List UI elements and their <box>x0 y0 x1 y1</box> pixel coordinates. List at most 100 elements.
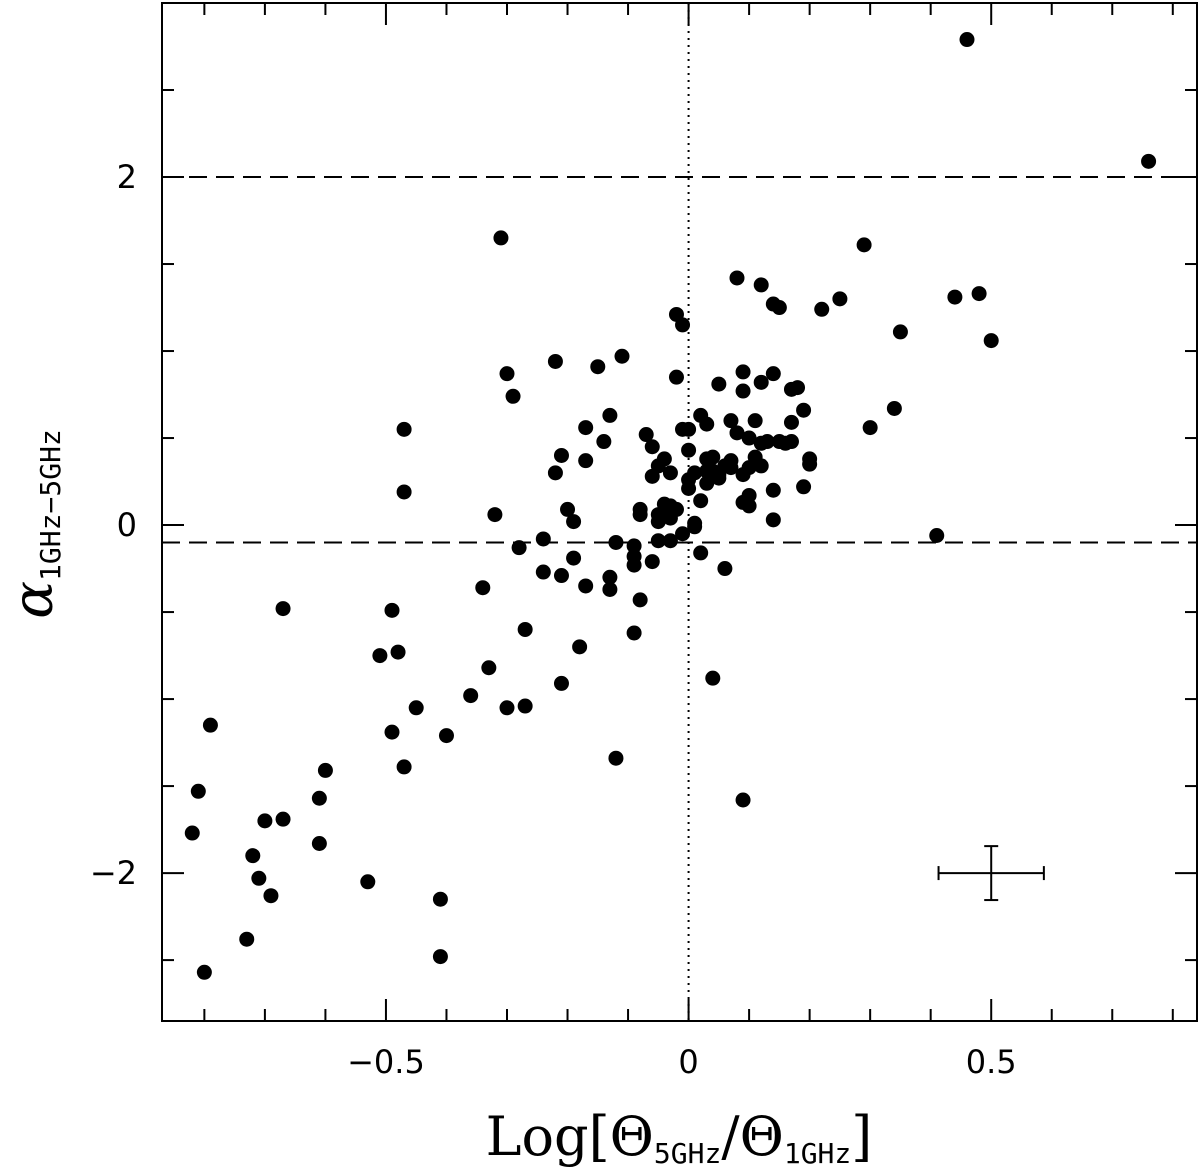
data-point <box>862 420 878 436</box>
data-point <box>578 420 594 436</box>
data-point <box>656 451 672 467</box>
data-point <box>765 366 781 382</box>
data-point <box>553 568 569 584</box>
data-point <box>790 380 806 396</box>
data-point <box>632 592 648 608</box>
data-point <box>753 458 769 474</box>
data-point <box>553 447 569 463</box>
data-point <box>1141 153 1157 169</box>
data-point <box>741 430 757 446</box>
y-axis-label-sub: 1GHz−5GHz <box>34 429 67 581</box>
data-point <box>783 434 799 450</box>
data-point <box>487 507 503 523</box>
data-point <box>705 670 721 686</box>
data-point <box>675 317 691 333</box>
data-point <box>626 538 642 554</box>
data-point <box>644 439 660 455</box>
data-point <box>547 465 563 481</box>
data-point <box>729 425 745 441</box>
data-point <box>753 277 769 293</box>
data-point <box>983 333 999 349</box>
data-point <box>699 475 715 491</box>
data-point <box>463 688 479 704</box>
x-tick-label: −0.5 <box>347 1043 425 1081</box>
data-point <box>475 580 491 596</box>
data-point <box>432 891 448 907</box>
data-point <box>668 369 684 385</box>
data-point <box>735 383 751 399</box>
data-point <box>681 442 697 458</box>
data-point <box>311 790 327 806</box>
data-point <box>602 407 618 423</box>
y-axis-label-alpha: α <box>1 581 66 619</box>
data-point <box>202 717 218 733</box>
data-point <box>626 557 642 573</box>
data-point <box>432 949 448 965</box>
data-point <box>687 465 703 481</box>
data-point <box>723 413 739 429</box>
data-point <box>505 388 521 404</box>
data-point <box>190 783 206 799</box>
reference-lines <box>162 3 1197 1021</box>
data-point <box>535 531 551 547</box>
data-point <box>796 479 812 495</box>
data-point <box>590 359 606 375</box>
data-point <box>741 498 757 514</box>
data-point <box>360 874 376 890</box>
data-point <box>668 501 684 517</box>
data-point <box>650 533 666 549</box>
data-point <box>608 750 624 766</box>
y-axis-label: α1GHz−5GHz <box>1 429 67 619</box>
data-point <box>771 300 787 316</box>
data-point <box>886 400 902 416</box>
data-point <box>384 724 400 740</box>
data-point <box>384 602 400 618</box>
y-tick-label: 0 <box>117 506 137 544</box>
data-point <box>572 639 588 655</box>
data-point <box>687 519 703 535</box>
data-point <box>245 848 261 864</box>
x-axis-label: Log[Θ5GHz/Θ1GHz] <box>486 1105 873 1170</box>
data-point <box>390 644 406 660</box>
data-point <box>711 376 727 392</box>
data-point <box>802 456 818 472</box>
data-point <box>693 493 709 509</box>
data-point <box>493 230 509 246</box>
data-point <box>759 434 775 450</box>
x-axis-label-prefix: Log[ <box>486 1105 610 1168</box>
data-point <box>560 501 576 517</box>
data-point <box>408 700 424 716</box>
data-point <box>638 427 654 443</box>
data-point <box>196 964 212 980</box>
data-point <box>438 728 454 744</box>
data-point <box>396 759 412 775</box>
x-axis-label-theta-2: Θ <box>740 1105 784 1168</box>
data-point <box>699 416 715 432</box>
x-tick-label: 0 <box>678 1043 698 1081</box>
data-point <box>566 514 582 530</box>
data-point <box>735 364 751 380</box>
error-bar <box>937 845 1045 902</box>
data-point <box>662 465 678 481</box>
x-axis-label-sub-1: 5GHz <box>654 1137 721 1170</box>
x-axis-label-sub-2: 1GHz <box>784 1137 851 1170</box>
data-point <box>626 625 642 641</box>
data-points <box>184 32 1157 980</box>
x-axis-label-slash: / <box>721 1105 740 1168</box>
y-tick-label: 2 <box>117 158 137 196</box>
plot-frame <box>161 2 1198 1022</box>
data-point <box>681 481 697 497</box>
data-point <box>747 413 763 429</box>
data-point <box>317 762 333 778</box>
data-point <box>372 648 388 664</box>
data-point <box>614 348 630 364</box>
tick-labels: −0.5 0 0.5 −2 0 2 <box>90 158 1017 1081</box>
data-point <box>511 540 527 556</box>
data-point <box>675 526 691 542</box>
data-point <box>251 870 267 886</box>
x-axis-label-theta-1: Θ <box>610 1105 654 1168</box>
data-point <box>729 270 745 286</box>
data-point <box>396 484 412 500</box>
data-point <box>608 534 624 550</box>
